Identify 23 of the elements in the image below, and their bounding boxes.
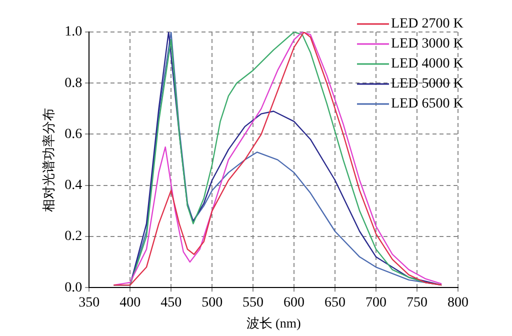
legend-label: LED 6500 K <box>391 96 464 112</box>
x-tick-label: 650 <box>324 296 346 311</box>
x-tick-label: 450 <box>160 296 182 311</box>
y-tick-label: 0.6 <box>64 126 82 142</box>
x-tick-label: 600 <box>284 296 305 311</box>
x-tick-label: 800 <box>448 296 468 311</box>
x-tick-label: 350 <box>78 296 100 311</box>
legend-label: LED 2700 K <box>391 16 464 32</box>
x-tick-label: 500 <box>202 296 223 311</box>
x-axis-title: 波长 (nm) <box>246 316 301 331</box>
legend-label: LED 5000 K <box>391 76 464 92</box>
y-tick-label: 0.8 <box>64 76 82 91</box>
y-tick-label: 0.0 <box>64 280 82 296</box>
x-tick-label: 550 <box>242 296 264 311</box>
x-tick-label: 400 <box>120 296 141 311</box>
x-tick-label: 750 <box>406 296 428 311</box>
y-axis-title: 相对光谱功率分布 <box>41 108 56 212</box>
legend-label: LED 3000 K <box>391 36 464 52</box>
legend-label: LED 4000 K <box>391 56 464 72</box>
x-tick-label: 700 <box>366 296 387 311</box>
y-tick-label: 0.4 <box>64 178 82 194</box>
y-tick-label: 1.0 <box>64 24 82 40</box>
y-tick-label: 0.2 <box>64 229 82 244</box>
